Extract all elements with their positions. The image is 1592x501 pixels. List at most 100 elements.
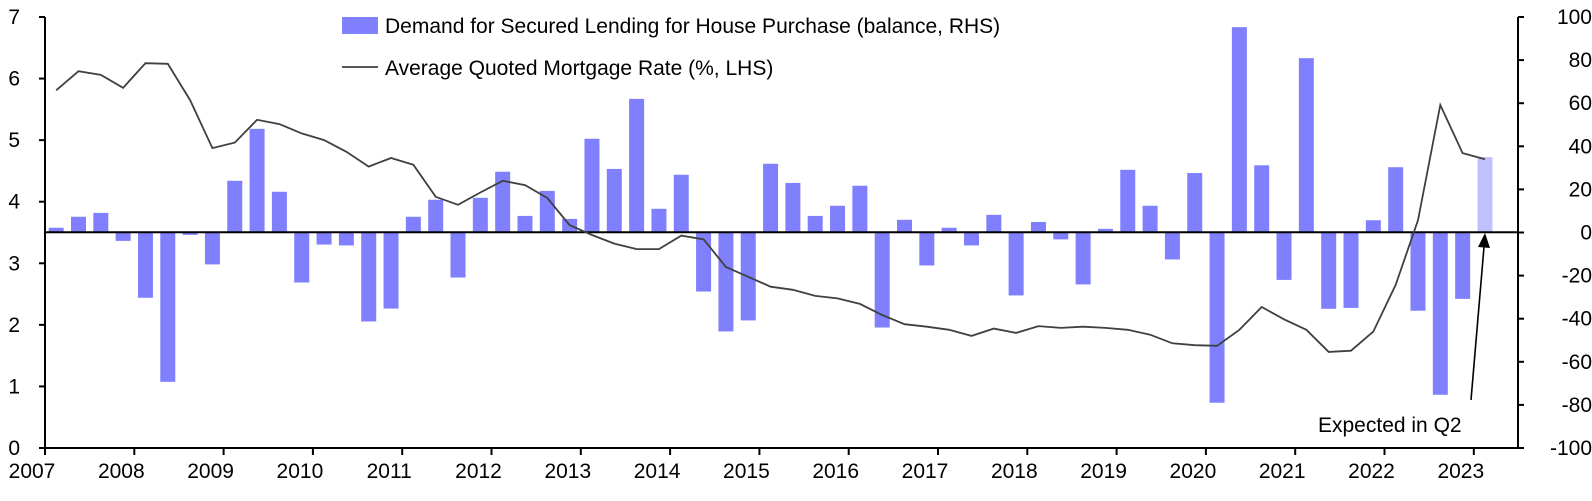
x-tick-label: 2012: [455, 460, 502, 483]
bar: [941, 227, 957, 233]
bar: [1343, 232, 1359, 308]
bar: [204, 232, 220, 265]
right-tick-label: -100: [1550, 437, 1592, 460]
right-tick-label: 100: [1557, 6, 1592, 29]
legend-bar-label: Demand for Secured Lending for House Pur…: [385, 15, 1000, 38]
left-tick-label: 5: [8, 129, 20, 152]
right-tick-label: -40: [1562, 308, 1592, 331]
right-axis-ticks: -100 -80 -60 -40 -20 0 20 40 60 80 100: [1518, 6, 1592, 460]
bar: [1164, 232, 1180, 260]
bar: [1432, 232, 1448, 395]
x-tick-label: 2020: [1170, 460, 1217, 483]
bar: [986, 214, 1002, 233]
bar: [294, 232, 310, 283]
bar: [1053, 232, 1069, 240]
x-tick-label: 2019: [1080, 460, 1127, 483]
bar: [1321, 232, 1337, 309]
bar: [70, 216, 86, 233]
bar: [1187, 173, 1203, 233]
bar: [852, 185, 868, 233]
right-tick-label: 40: [1569, 135, 1592, 158]
bar: [1298, 58, 1314, 233]
bar: [316, 232, 332, 245]
bar: [428, 199, 444, 233]
legend: Demand for Secured Lending for House Pur…: [342, 15, 1000, 80]
x-tick-label: 2017: [902, 460, 949, 483]
bar: [1075, 232, 1091, 285]
arrow-head-icon: [1478, 233, 1490, 248]
x-tick-label: 2007: [9, 460, 56, 483]
bar: [785, 182, 801, 233]
x-tick-label: 2022: [1348, 460, 1395, 483]
bar: [897, 219, 913, 233]
bar: [584, 138, 600, 233]
x-tick-label: 2008: [98, 460, 145, 483]
bar: [1209, 232, 1225, 403]
bar: [1120, 169, 1136, 233]
x-tick-label: 2018: [991, 460, 1038, 483]
bar: [629, 98, 645, 233]
left-tick-label: 3: [8, 252, 20, 275]
left-tick-label: 6: [8, 68, 20, 91]
bar: [807, 215, 823, 233]
annotation-arrow: [1470, 246, 1485, 401]
x-tick-label: 2014: [634, 460, 681, 483]
left-axis-ticks: 0 1 2 3 4 5 6 7: [8, 6, 45, 460]
x-tick-label: 2016: [812, 460, 859, 483]
bar: [1008, 232, 1024, 296]
bar: [1097, 228, 1113, 233]
legend-bar-swatch: [342, 17, 378, 34]
bar: [249, 128, 265, 233]
bar: [1455, 232, 1471, 299]
bar: [763, 163, 779, 233]
right-tick-label: -80: [1562, 394, 1592, 417]
bar: [450, 232, 466, 278]
annotation-text: Expected in Q2: [1318, 414, 1462, 437]
bar: [115, 232, 131, 241]
bar-series: [48, 27, 1493, 403]
bar: [160, 232, 176, 382]
bar: [718, 232, 734, 332]
expected-annotation: Expected in Q2: [1318, 233, 1490, 437]
bar: [271, 191, 287, 233]
expected-bar: [1477, 157, 1493, 233]
bar: [830, 205, 846, 233]
bar: [93, 212, 109, 233]
left-tick-label: 7: [8, 6, 20, 29]
bar: [919, 232, 935, 266]
bar: [874, 232, 890, 328]
bar: [606, 168, 622, 233]
bar: [1231, 27, 1247, 233]
bar: [1365, 220, 1381, 233]
bar: [1254, 165, 1270, 233]
bar: [137, 232, 153, 298]
x-tick-label: 2009: [187, 460, 234, 483]
bar: [1410, 232, 1426, 311]
x-tick-label: 2010: [277, 460, 324, 483]
bar: [405, 216, 421, 233]
right-tick-label: 80: [1569, 49, 1592, 72]
x-axis-ticks: 2007 2008 2009 2010 2011 2012 2013 2014 2015 2016…: [9, 448, 1484, 483]
x-tick-label: 2023: [1437, 460, 1484, 483]
bar: [673, 174, 689, 233]
x-tick-label: 2013: [544, 460, 591, 483]
x-tick-label: 2011: [367, 460, 412, 483]
x-tick-label: 2015: [723, 460, 770, 483]
bar: [1388, 167, 1404, 233]
left-tick-label: 2: [8, 314, 20, 337]
bar: [495, 171, 511, 233]
bar: [696, 232, 712, 292]
bar: [182, 232, 198, 235]
right-tick-label: -20: [1562, 265, 1592, 288]
bar: [48, 227, 64, 233]
bar: [338, 232, 354, 246]
right-tick-label: 20: [1569, 178, 1592, 201]
legend-line-label: Average Quoted Mortgage Rate (%, LHS): [385, 57, 773, 80]
x-tick-label: 2021: [1259, 460, 1306, 483]
bar: [651, 208, 667, 233]
left-tick-label: 1: [8, 375, 20, 398]
left-tick-label: 0: [8, 437, 20, 460]
bar: [472, 197, 488, 233]
bar: [963, 232, 979, 246]
